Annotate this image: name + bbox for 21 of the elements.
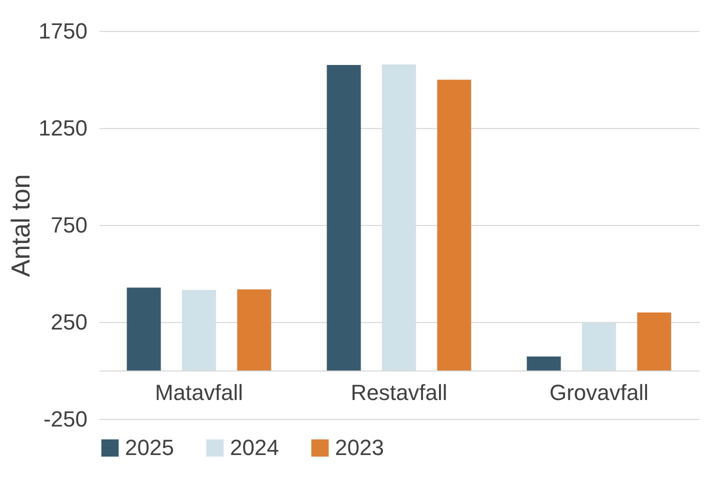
bar xyxy=(437,80,472,370)
x-tick-label: Restavfall xyxy=(350,380,448,405)
bar xyxy=(126,288,161,370)
bar xyxy=(582,322,616,370)
bar xyxy=(382,64,416,370)
bar xyxy=(526,356,561,370)
bar xyxy=(237,289,272,370)
bar xyxy=(326,64,361,370)
y-tick-label: 1250 xyxy=(38,116,88,140)
x-tick-label: Grovavfall xyxy=(549,380,649,405)
x-tick-label: Matavfall xyxy=(154,380,244,405)
y-axis-title: Antal ton xyxy=(6,174,36,277)
y-tick-label: -250 xyxy=(43,406,88,432)
bar xyxy=(637,312,672,370)
y-tick-label: 1750 xyxy=(38,18,88,44)
legend-label: 2025 xyxy=(125,435,174,460)
bar xyxy=(182,290,216,370)
legend-label: 2024 xyxy=(230,435,279,460)
y-tick-label: 750 xyxy=(50,212,88,238)
y-tick-label: 250 xyxy=(50,310,88,334)
legend-label: 2023 xyxy=(335,435,384,460)
